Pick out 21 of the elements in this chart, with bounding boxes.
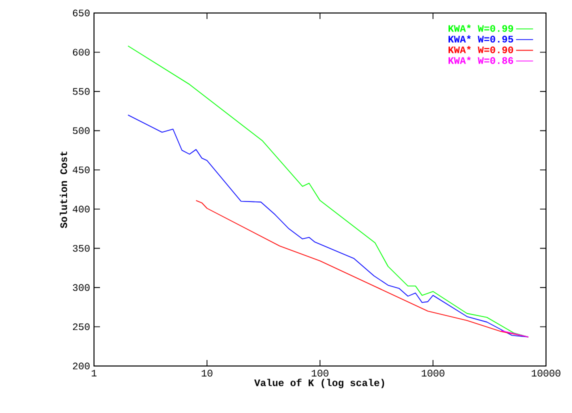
y-tick-label: 250 [72,323,90,330]
y-tick-label: 450 [72,166,90,174]
y-tick-label: 200 [72,362,90,370]
y-tick-label: 550 [72,88,90,95]
x-tick-label: 1 [92,370,97,376]
y-tick-label: 400 [72,206,90,212]
y-tick-label: 650 [72,10,90,16]
legend-label: KWA* W=0.90 [448,46,514,54]
y-tick-label: 600 [72,48,90,56]
x-tick-label: 1000 [422,370,444,377]
legend-label: KWA* W=0.99 [448,24,514,32]
x-tick-label: 100 [312,370,328,377]
x-tick-label: 10 [202,370,212,377]
legend-label: KWA* W=0.95 [448,35,514,43]
y-tick-label: 350 [72,244,90,252]
y-axis-title: Solution Cost [60,152,68,228]
y-tick-label: 300 [72,284,90,291]
x-axis-title: Value of K (log scale) [254,378,384,388]
x-tick-label: 10000 [532,370,560,377]
y-tick-label: 500 [72,127,90,134]
legend-label: KWA* W=0.86 [448,56,514,64]
